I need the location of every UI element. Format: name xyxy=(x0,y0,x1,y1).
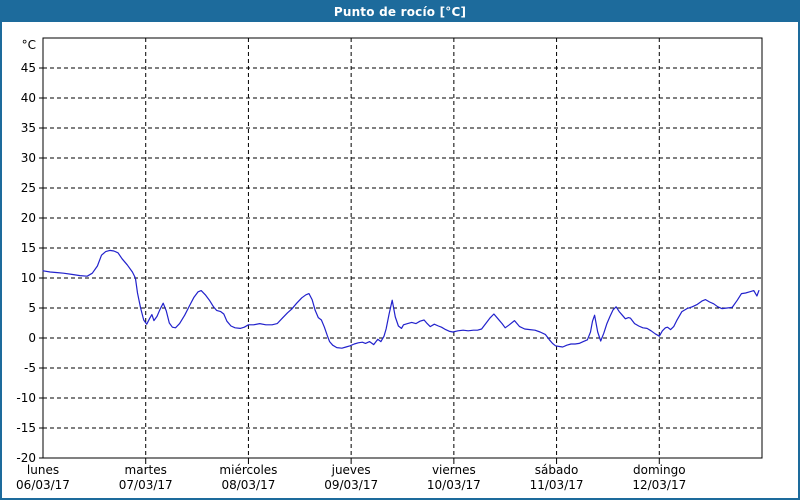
x-day-label: sábado xyxy=(535,463,579,477)
grid-lines xyxy=(43,38,762,458)
x-day-label: miércoles xyxy=(219,463,277,477)
x-date-label: 09/03/17 xyxy=(324,478,378,492)
plot-frame xyxy=(42,37,763,459)
series-line-punto-de-rocío xyxy=(42,249,760,349)
y-tick-label: -5 xyxy=(24,361,36,375)
x-date-label: 10/03/17 xyxy=(427,478,481,492)
y-tick-label: 45 xyxy=(21,61,36,75)
y-tick-label: -10 xyxy=(16,391,36,405)
x-date-label: 06/03/17 xyxy=(16,478,70,492)
x-date-label: 07/03/17 xyxy=(119,478,173,492)
x-day-label: domingo xyxy=(633,463,686,477)
y-tick-label: -20 xyxy=(16,451,36,465)
y-tick-label: 0 xyxy=(28,331,36,345)
y-tick-label: 30 xyxy=(21,151,36,165)
y-axis-unit-label: °C xyxy=(22,38,36,52)
y-tick-label: 10 xyxy=(21,271,36,285)
y-tick-label: 40 xyxy=(21,91,36,105)
window-title: Punto de rocío [°C] xyxy=(2,2,798,22)
y-tick-label: 20 xyxy=(21,211,36,225)
x-day-label: viernes xyxy=(432,463,476,477)
y-tick-label: 35 xyxy=(21,121,36,135)
y-tick-label: 15 xyxy=(21,241,36,255)
chart-area: °C 45 40 35 30 25 20 15 10 5 0 -5 -10 -15 -20 lunes 06/0… xyxy=(2,22,798,498)
axis-ticks xyxy=(39,67,660,464)
dew-point-line-chart: °C 45 40 35 30 25 20 15 10 5 0 -5 -10 -15 -20lunes06/0… xyxy=(16,37,763,492)
x-day-label: lunes xyxy=(27,463,59,477)
y-tick-label: 5 xyxy=(28,301,36,315)
x-date-label: 08/03/17 xyxy=(221,478,275,492)
axis-labels: °C 45 40 35 30 25 20 15 10 5 0 -5 -10 -15 -20lunes06/0… xyxy=(16,38,686,492)
y-tick-label: -15 xyxy=(16,421,36,435)
x-date-label: 12/03/17 xyxy=(632,478,686,492)
x-date-label: 11/03/17 xyxy=(530,478,584,492)
x-day-label: martes xyxy=(125,463,167,477)
x-day-label: jueves xyxy=(331,463,371,477)
y-tick-label: 25 xyxy=(21,181,36,195)
